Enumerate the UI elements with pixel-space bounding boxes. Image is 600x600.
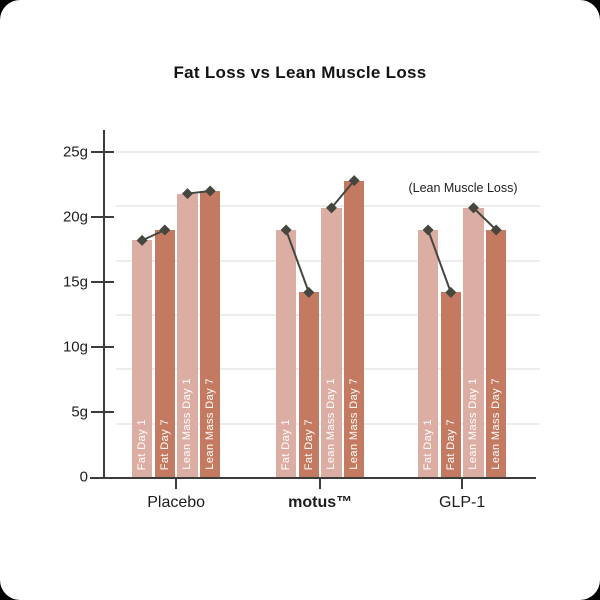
x-label-placebo: Placebo: [147, 494, 206, 511]
bar-glp-1-lean-mass-day-7: Lean Mass Day 7: [486, 230, 507, 477]
y-tick-5g: [91, 411, 114, 413]
y-tick-25g: [91, 151, 114, 153]
annotation-lean-muscle-loss: (Lean Muscle Loss): [408, 181, 518, 195]
y-axis-line: [103, 130, 105, 477]
x-tick-motus: [319, 477, 322, 489]
gridline: [116, 151, 540, 153]
x-tick-placebo: [175, 477, 178, 489]
y-tick-10g: [91, 346, 114, 348]
bar-motus-lean-mass-day-7: Lean Mass Day 7: [344, 180, 365, 477]
y-tick-label-20g: 20g: [62, 208, 88, 226]
y-tick-label-15g: 15g: [62, 273, 88, 291]
bar-motus-fat-day-7: Fat Day 7: [298, 292, 319, 477]
bar-label: Fat Day 1: [136, 418, 149, 470]
y-tick-20g: [91, 216, 114, 218]
y-tick-label-10g: 10g: [62, 338, 88, 356]
x-label-glp-1: GLP-1: [439, 494, 486, 511]
bar-placebo-fat-day-7: Fat Day 7: [154, 230, 175, 477]
chart-title: Fat Loss vs Lean Muscle Loss: [173, 63, 427, 82]
bar-label: Fat Day 7: [302, 418, 315, 470]
bar-label: Fat Day 1: [280, 418, 293, 470]
bar-glp-1-fat-day-7: Fat Day 7: [440, 292, 461, 477]
x-tick-glp-1: [461, 477, 464, 489]
bar-label: Fat Day 7: [444, 418, 457, 470]
bar-glp-1-lean-mass-day-1: Lean Mass Day 1: [463, 207, 484, 477]
bar-label: Fat Day 1: [422, 418, 435, 470]
bar-placebo-lean-mass-day-7: Lean Mass Day 7: [200, 191, 221, 477]
y-tick-15g: [91, 281, 114, 283]
bar-label: Lean Mass Day 7: [348, 378, 361, 470]
bar-motus-lean-mass-day-1: Lean Mass Day 1: [321, 207, 342, 477]
y-tick-label-25g: 25g: [62, 143, 88, 161]
bar-label: Lean Mass Day 7: [490, 378, 503, 470]
bar-motus-fat-day-1: Fat Day 1: [276, 230, 297, 477]
bar-label: Lean Mass Day 1: [467, 378, 480, 470]
bar-label: Fat Day 7: [158, 418, 171, 470]
bar-glp-1-fat-day-1: Fat Day 1: [418, 230, 439, 477]
bar-placebo-fat-day-1: Fat Day 1: [132, 240, 153, 477]
bar-label: Lean Mass Day 7: [204, 378, 217, 470]
bar-label: Lean Mass Day 1: [181, 378, 194, 470]
x-axis-line: [90, 477, 536, 479]
bar-label: Lean Mass Day 1: [325, 378, 338, 470]
y-tick-label-0: 0: [79, 468, 88, 486]
x-label-motus: motus™: [288, 494, 353, 511]
y-tick-label-5g: 5g: [71, 403, 88, 421]
bar-placebo-lean-mass-day-1: Lean Mass Day 1: [177, 193, 198, 477]
